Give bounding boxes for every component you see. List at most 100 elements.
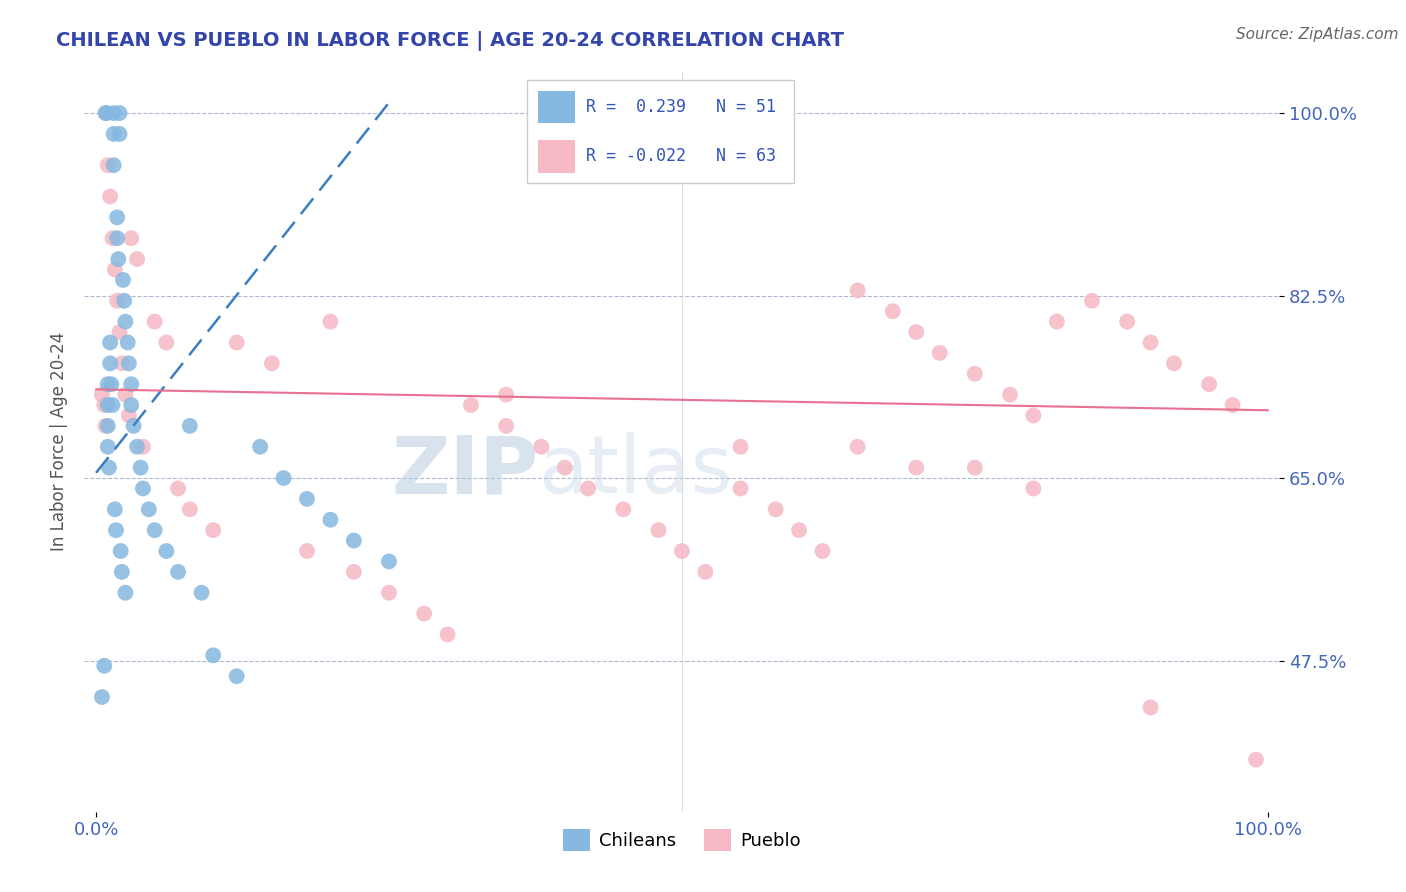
- Point: [108, 106, 131, 120]
- Point: [436, 627, 458, 641]
- Point: [378, 554, 401, 568]
- Point: [928, 346, 950, 360]
- Point: [846, 440, 869, 454]
- Text: R = -0.022   N = 63: R = -0.022 N = 63: [586, 147, 776, 165]
- Point: [295, 544, 318, 558]
- Point: [1116, 315, 1139, 329]
- Text: R =  0.239   N = 51: R = 0.239 N = 51: [586, 98, 776, 116]
- Point: [882, 304, 904, 318]
- Text: ZIP: ZIP: [391, 432, 538, 510]
- Point: [94, 106, 117, 120]
- Y-axis label: In Labor Force | Age 20-24: In Labor Force | Age 20-24: [49, 332, 67, 551]
- Point: [811, 544, 834, 558]
- Point: [249, 440, 271, 454]
- Point: [273, 471, 295, 485]
- Point: [963, 367, 986, 381]
- Point: [179, 418, 201, 433]
- Point: [495, 418, 517, 433]
- Point: [695, 565, 717, 579]
- Point: [112, 273, 135, 287]
- Point: [100, 377, 122, 392]
- Point: [97, 440, 120, 454]
- Point: [167, 565, 190, 579]
- Point: [319, 315, 342, 329]
- Point: [127, 440, 149, 454]
- Point: [1244, 753, 1267, 767]
- Point: [138, 502, 160, 516]
- Point: [108, 325, 131, 339]
- Point: [554, 460, 576, 475]
- Point: [730, 482, 752, 496]
- Text: CHILEAN VS PUEBLO IN LABOR FORCE | AGE 20-24 CORRELATION CHART: CHILEAN VS PUEBLO IN LABOR FORCE | AGE 2…: [56, 31, 844, 51]
- Point: [129, 460, 152, 475]
- Point: [460, 398, 482, 412]
- Point: [413, 607, 436, 621]
- Point: [118, 356, 141, 370]
- Point: [105, 231, 128, 245]
- FancyBboxPatch shape: [538, 140, 575, 173]
- Point: [671, 544, 693, 558]
- Point: [94, 418, 117, 433]
- Point: [117, 335, 139, 350]
- Point: [155, 544, 177, 558]
- Point: [343, 533, 366, 548]
- Point: [104, 262, 127, 277]
- Legend: Chileans, Pueblo: Chileans, Pueblo: [557, 822, 807, 858]
- Point: [98, 356, 121, 370]
- Point: [963, 460, 986, 475]
- Point: [93, 398, 115, 412]
- Point: [190, 586, 212, 600]
- Point: [101, 398, 124, 412]
- Point: [105, 293, 128, 308]
- Point: [1198, 377, 1220, 392]
- Point: [104, 502, 127, 516]
- Point: [120, 377, 142, 392]
- Text: atlas: atlas: [538, 432, 733, 510]
- Point: [98, 460, 120, 475]
- Point: [1022, 482, 1045, 496]
- Point: [1139, 335, 1161, 350]
- Point: [1046, 315, 1069, 329]
- Point: [1163, 356, 1185, 370]
- Point: [260, 356, 283, 370]
- Point: [97, 418, 120, 433]
- Point: [120, 231, 142, 245]
- Point: [787, 523, 810, 537]
- Point: [108, 127, 131, 141]
- Point: [90, 387, 114, 401]
- Point: [167, 482, 190, 496]
- Point: [905, 460, 928, 475]
- Point: [295, 491, 318, 506]
- Point: [495, 387, 517, 401]
- Point: [98, 189, 121, 203]
- Point: [120, 398, 142, 412]
- Point: [93, 658, 115, 673]
- Point: [90, 690, 114, 704]
- Point: [97, 398, 120, 412]
- Point: [114, 586, 136, 600]
- Point: [143, 315, 166, 329]
- Point: [179, 502, 201, 516]
- Point: [96, 106, 118, 120]
- Point: [846, 283, 869, 297]
- Point: [105, 523, 127, 537]
- Point: [319, 513, 342, 527]
- Point: [97, 158, 120, 172]
- Point: [155, 335, 177, 350]
- Point: [114, 387, 136, 401]
- Point: [1022, 409, 1045, 423]
- Point: [202, 523, 225, 537]
- Point: [905, 325, 928, 339]
- Point: [132, 440, 155, 454]
- Point: [612, 502, 634, 516]
- Point: [118, 409, 141, 423]
- Point: [343, 565, 366, 579]
- Point: [765, 502, 787, 516]
- Point: [1222, 398, 1244, 412]
- Point: [98, 335, 121, 350]
- Text: Source: ZipAtlas.com: Source: ZipAtlas.com: [1236, 27, 1399, 42]
- Point: [378, 586, 401, 600]
- Point: [143, 523, 166, 537]
- Point: [225, 335, 247, 350]
- Point: [1139, 700, 1161, 714]
